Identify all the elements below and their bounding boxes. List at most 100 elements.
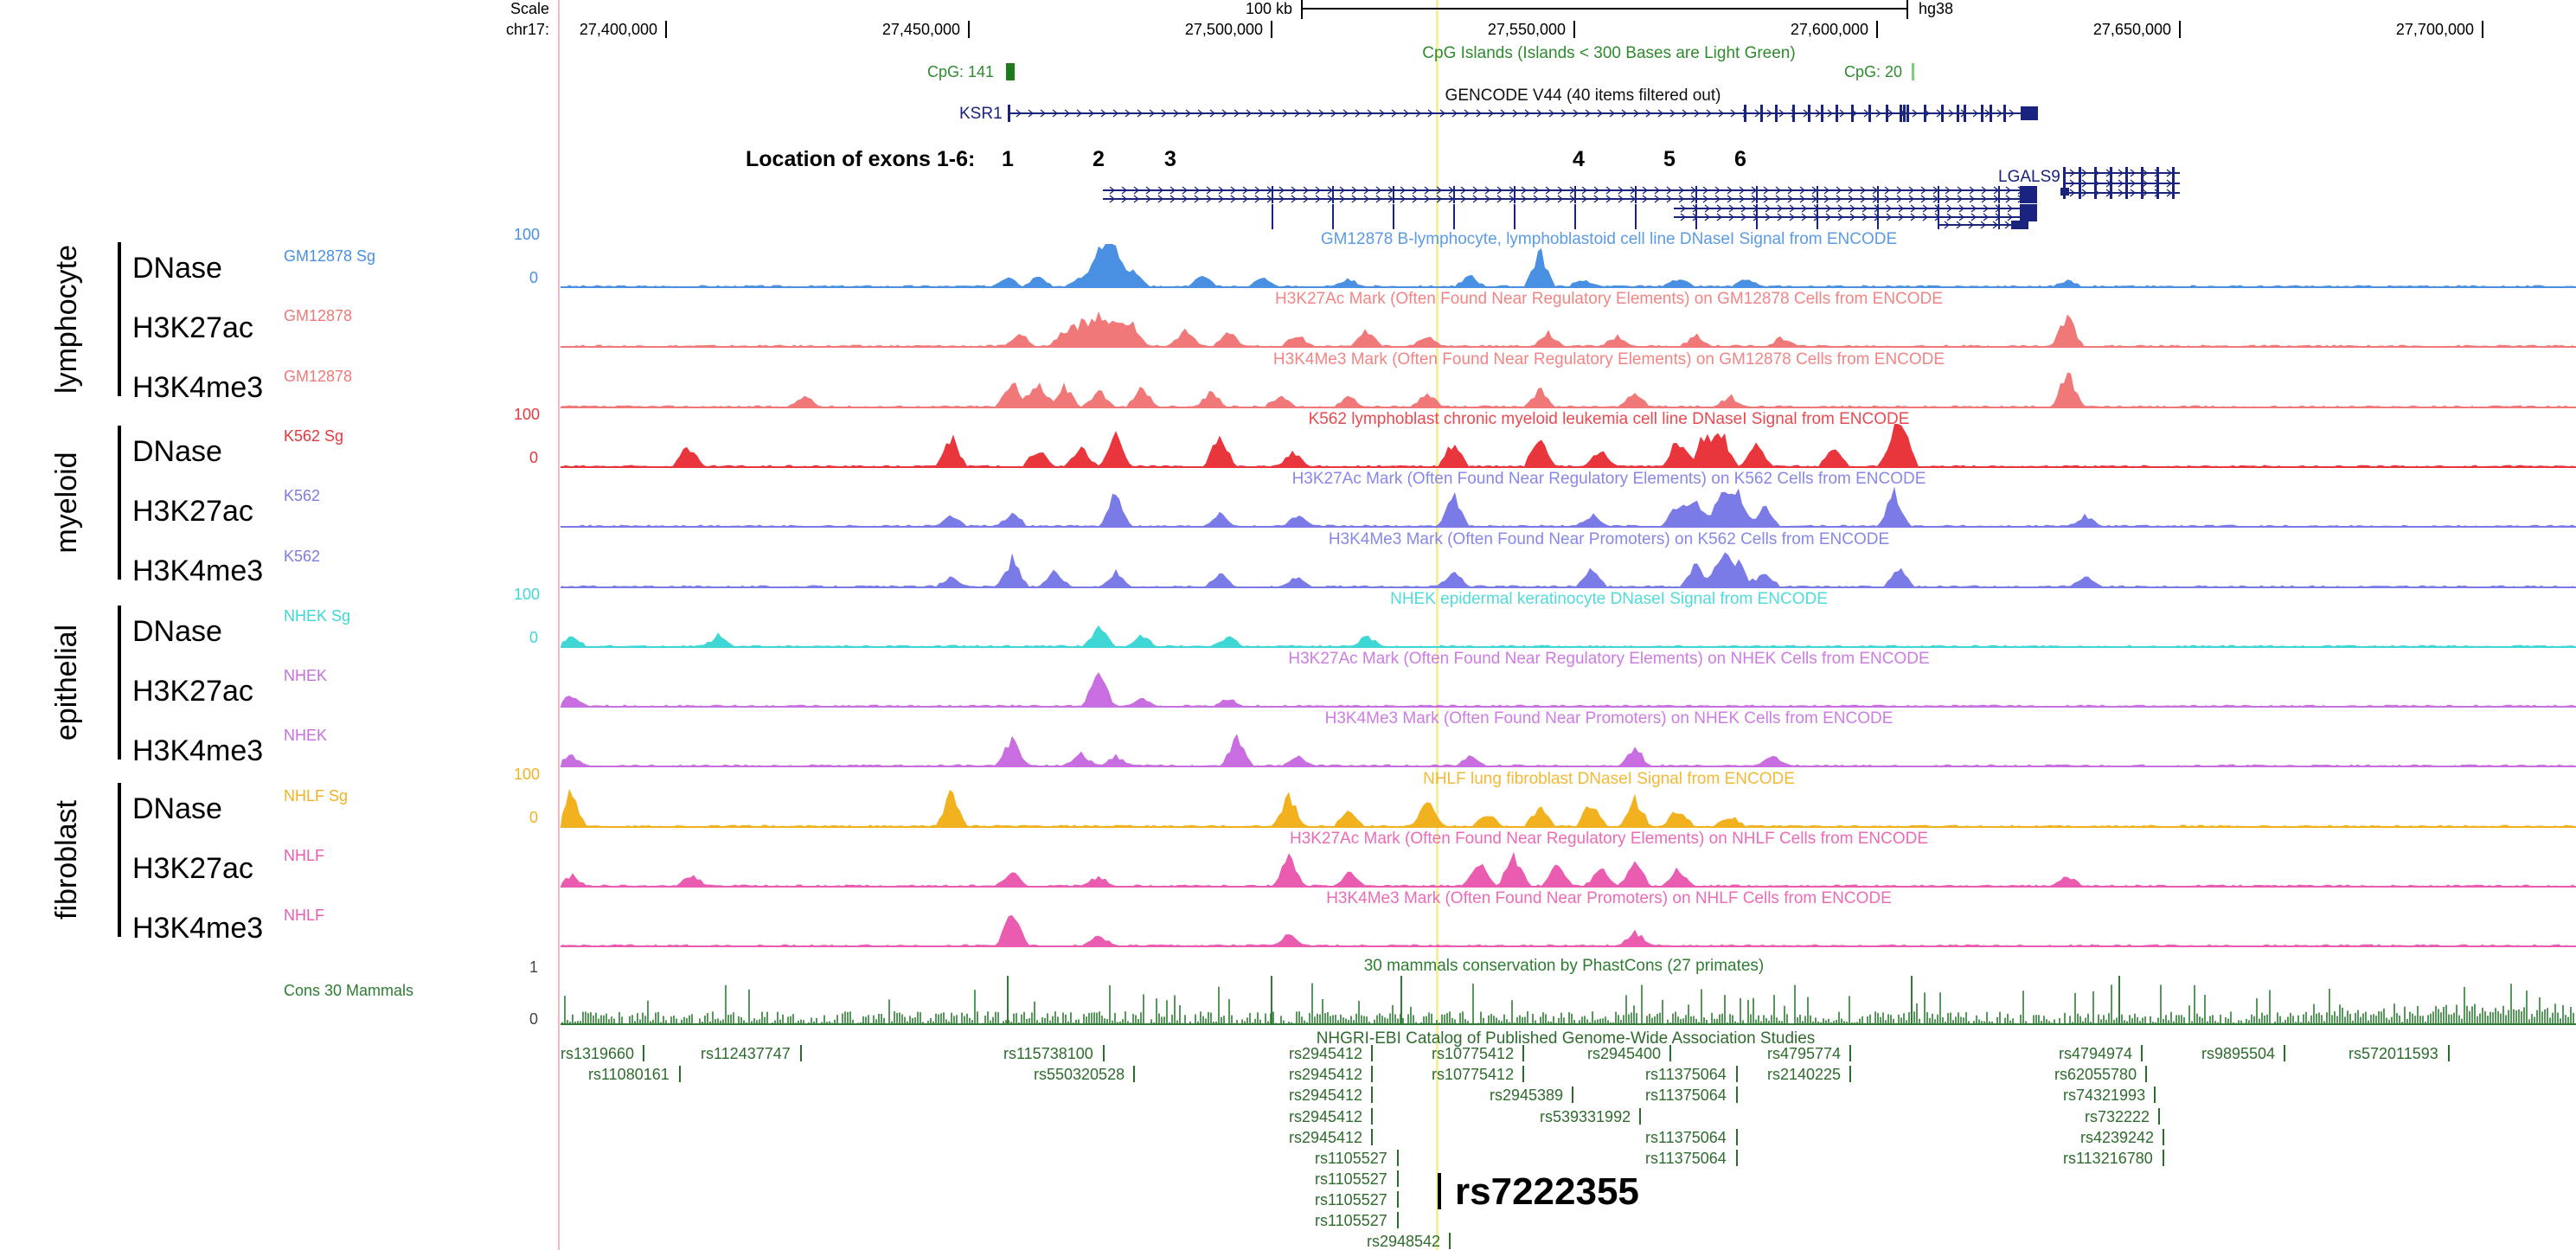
exon-block[interactable] [1756,186,1758,195]
exon-block[interactable] [1756,204,1758,213]
exon-block[interactable] [2079,167,2081,179]
gwas-snp-label[interactable]: rs550320528 [1034,1066,1125,1083]
gene-lgals9-label[interactable]: LGALS9 [1998,168,2060,186]
gwas-snp-label[interactable]: rs2140225 [1767,1066,1841,1083]
exon-block[interactable] [1938,213,1939,221]
exon-block[interactable] [1453,186,1455,195]
exon-block[interactable] [2020,186,2037,195]
gwas-snp-label[interactable]: rs2945412 [1289,1066,1362,1083]
exon-block[interactable] [1756,221,1758,229]
exon-block[interactable] [1903,105,1906,122]
exon-block[interactable] [1008,105,1010,122]
exon-block[interactable] [1453,195,1455,203]
exon-block[interactable] [1998,213,2000,221]
gwas-snp-label[interactable]: rs62055780 [2054,1066,2137,1083]
exon-block[interactable] [1635,186,1637,195]
gwas-snp-label[interactable]: rs113216780 [2063,1150,2153,1167]
exon-block[interactable] [1760,105,1763,122]
gwas-snp-label[interactable]: rs1319660 [561,1045,634,1062]
exon-block[interactable] [1817,213,1818,221]
exon-block[interactable] [2110,177,2112,189]
exon-block[interactable] [1817,204,1818,213]
gwas-snp-label[interactable]: rs11375064 [1645,1087,1727,1104]
exon-block[interactable] [1514,186,1515,195]
exon-block[interactable] [2094,187,2097,199]
gwas-snp-label[interactable]: rs74321993 [2063,1087,2145,1104]
exon-block[interactable] [1817,186,1818,195]
exon-block[interactable] [1635,221,1637,229]
exon-block[interactable] [1990,105,1992,122]
gwas-snp-label[interactable]: rs112437747 [701,1045,791,1062]
exon-block[interactable] [1792,105,1795,122]
exon-block[interactable] [1574,195,1576,203]
exon-block[interactable] [1332,213,1334,221]
cpg-left-island[interactable] [1006,63,1015,80]
exon-block[interactable] [1272,221,1273,229]
gwas-snp-list[interactable]: rs1319660 rs11080161 rs112437747 rs11573810… [561,1045,2450,1250]
exon-block[interactable] [1906,105,1909,122]
exon-block[interactable] [1877,204,1879,213]
gwas-snp-label[interactable]: rs539331992 [1540,1108,1631,1125]
exon-block[interactable] [1817,195,1818,203]
gwas-snp-label[interactable]: rs11375064 [1645,1150,1727,1167]
exon-block[interactable] [1877,213,1879,221]
exon-block[interactable] [1817,221,1818,229]
exon-block[interactable] [1635,213,1637,221]
exon-block[interactable] [1453,221,1455,229]
exon-block[interactable] [1877,195,1879,203]
exon-block[interactable] [2125,187,2128,199]
gwas-snp-label[interactable]: rs1105527 [1315,1150,1387,1167]
exon-block[interactable] [2172,167,2175,179]
gwas-snp-label[interactable]: rs10775412 [1432,1045,1514,1062]
exon-block[interactable] [1514,204,1515,213]
gwas-snp-label[interactable]: rs11375064 [1645,1129,1727,1146]
exon-block[interactable] [1695,186,1697,195]
exon-block[interactable] [1574,186,1576,195]
exon-block[interactable] [1756,195,1758,203]
exon-block[interactable] [2003,105,2006,122]
exon-block[interactable] [1836,105,1838,122]
exon-block[interactable] [1938,204,1939,213]
exon-block[interactable] [1998,186,2000,195]
exon-block[interactable] [2110,167,2112,179]
gwas-snp-label[interactable]: rs115738100 [1003,1045,1093,1062]
exon-block[interactable] [1332,221,1334,229]
exon-block[interactable] [2063,167,2066,179]
exon-block[interactable] [2094,167,2097,179]
gwas-snp-label[interactable]: rs2948542 [1367,1233,1440,1250]
gwas-snp-label[interactable]: rs4239242 [2080,1129,2154,1146]
exon-block[interactable] [2125,167,2128,179]
exon-block[interactable] [2141,187,2143,199]
exon-block[interactable] [1453,213,1455,221]
exon-block[interactable] [1821,105,1823,122]
exon-block[interactable] [1744,105,1746,122]
exon-block[interactable] [1514,213,1515,221]
exon-block[interactable] [1514,195,1515,203]
gwas-snp-label[interactable]: rs1105527 [1315,1170,1387,1188]
gwas-snp-label[interactable]: rs2945412 [1289,1087,1362,1104]
exon-block[interactable] [1964,105,1966,122]
exon-block[interactable] [2156,167,2159,179]
exon-block[interactable] [2079,187,2081,199]
exon-block[interactable] [1877,186,1879,195]
gene-transcripts[interactable] [1103,167,2180,229]
exon-block[interactable] [1272,195,1273,203]
exon-block[interactable] [1393,195,1394,203]
exon-block[interactable] [1272,204,1273,213]
exon-block[interactable] [2063,177,2066,189]
exon-block[interactable] [1332,195,1334,203]
gwas-snp-label[interactable]: rs2945412 [1289,1108,1362,1125]
exon-block[interactable] [1941,105,1944,122]
exon-block[interactable] [2020,204,2037,213]
gwas-snp-label[interactable]: rs2945389 [1490,1087,1563,1104]
exon-block[interactable] [1574,204,1576,213]
gwas-snp-label[interactable]: rs2945412 [1289,1129,1362,1146]
gwas-snp-label[interactable]: rs9895504 [2201,1045,2275,1062]
exon-block[interactable] [1938,186,1939,195]
gwas-snp-label[interactable]: rs11375064 [1645,1066,1727,1083]
exon-block[interactable] [1635,195,1637,203]
gwas-snp-label[interactable]: rs11080161 [588,1066,670,1083]
exon-block[interactable] [1393,221,1394,229]
exon-block[interactable] [1514,221,1515,229]
exon-block[interactable] [2060,188,2069,196]
